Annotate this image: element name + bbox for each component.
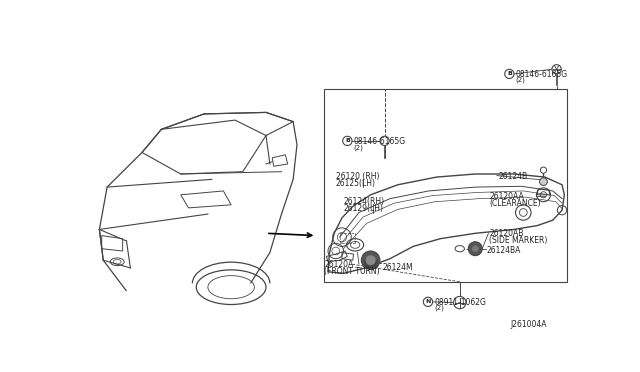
Text: 26124BA: 26124BA	[487, 246, 521, 256]
Circle shape	[380, 136, 389, 145]
Circle shape	[505, 69, 514, 78]
Circle shape	[343, 136, 352, 145]
Text: (FRONT TURN): (FRONT TURN)	[324, 267, 380, 276]
Text: N: N	[426, 299, 431, 304]
Text: (2): (2)	[516, 77, 525, 83]
Circle shape	[540, 178, 547, 186]
Circle shape	[423, 297, 433, 307]
Circle shape	[472, 246, 478, 252]
Text: 26120AB: 26120AB	[489, 230, 524, 238]
Text: 26120AA: 26120AA	[489, 192, 524, 202]
Text: 08146-6165G: 08146-6165G	[516, 70, 568, 79]
Polygon shape	[364, 260, 378, 268]
Bar	[324, 89, 566, 282]
Text: (SIDE MARKER): (SIDE MARKER)	[489, 236, 548, 246]
Text: 08146-6165G: 08146-6165G	[353, 137, 406, 146]
Text: 26124(RH): 26124(RH)	[344, 197, 385, 206]
Circle shape	[454, 296, 466, 309]
Text: J261004A: J261004A	[510, 320, 547, 329]
Circle shape	[362, 251, 380, 269]
Text: (CLEARANCE): (CLEARANCE)	[489, 199, 541, 208]
Ellipse shape	[455, 246, 465, 252]
Text: (2): (2)	[353, 145, 364, 151]
Circle shape	[468, 242, 482, 256]
Text: 26125(LH): 26125(LH)	[336, 179, 376, 187]
Text: 26124M: 26124M	[382, 263, 413, 272]
Circle shape	[366, 256, 375, 265]
Text: B: B	[507, 71, 512, 76]
Circle shape	[552, 65, 561, 74]
Text: 26120A: 26120A	[324, 260, 353, 269]
Text: B: B	[345, 138, 350, 143]
Circle shape	[540, 167, 547, 173]
Text: (2): (2)	[434, 305, 444, 311]
Text: 08911-1062G: 08911-1062G	[434, 298, 486, 307]
Text: 26124B: 26124B	[499, 172, 527, 181]
Text: 26129(LH): 26129(LH)	[344, 204, 383, 213]
Text: 26120 (RH): 26120 (RH)	[336, 172, 380, 181]
